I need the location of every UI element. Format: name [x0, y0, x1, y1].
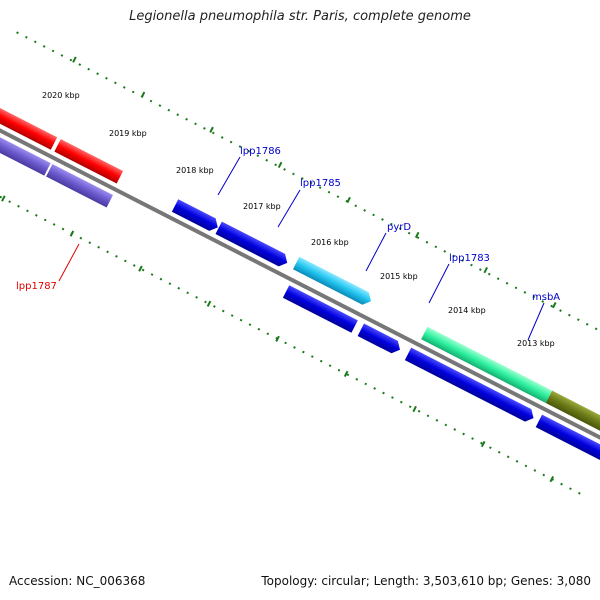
gene-red-cds-1[interactable]	[0, 99, 58, 150]
map-title: Legionella pneumophila str. Paris, compl…	[129, 9, 471, 24]
gene-blue-cds-lower-1[interactable]	[282, 285, 358, 333]
gene-label-lpp1785[interactable]: lpp1785	[300, 178, 341, 189]
gene-purple-cds[interactable]	[0, 122, 51, 176]
gene-label-leaders	[58, 156, 545, 341]
gene-blue-cds-lower-3[interactable]	[535, 414, 600, 468]
gene-label-lpp1787[interactable]: lpp1787	[16, 281, 57, 292]
kbp-label-2018: 2018 kbp	[176, 166, 214, 175]
accession-text: Accession: NC_006368	[9, 574, 146, 588]
gene-label-lpp1786[interactable]: lpp1786	[240, 146, 281, 157]
gene-label-lpp1783[interactable]: lpp1783	[449, 253, 490, 264]
outer-tick-ring	[16, 31, 598, 331]
kbp-label-2016: 2016 kbp	[311, 238, 349, 247]
gene-blue-cds-lower-2[interactable]	[404, 347, 537, 425]
gene-olive-cds[interactable]	[545, 390, 600, 445]
gene-red-cds-2[interactable]	[54, 139, 124, 184]
kbp-label-2015: 2015 kbp	[380, 272, 418, 281]
inner-tick-ring	[0, 195, 581, 495]
kbp-label-2019: 2019 kbp	[109, 129, 147, 138]
gene-purple-cds-2[interactable]	[46, 164, 113, 208]
kbp-label-2014: 2014 kbp	[448, 306, 486, 315]
kbp-label-2017: 2017 kbp	[243, 202, 281, 211]
gene-msbA[interactable]	[421, 326, 553, 404]
gene-lpp1783[interactable]	[357, 323, 404, 357]
gene-pyrD[interactable]	[292, 256, 374, 308]
gene-lpp1785[interactable]	[215, 221, 290, 270]
kbp-label-2013: 2013 kbp	[517, 339, 555, 348]
genome-backbone	[0, 101, 600, 470]
gene-label-msbA[interactable]: msbA	[532, 292, 560, 303]
gene-label-pyrD[interactable]: pyrD	[387, 222, 411, 233]
gene-lpp1786[interactable]	[171, 199, 221, 233]
kbp-label-2020: 2020 kbp	[42, 91, 80, 100]
genome-stats-text: Topology: circular; Length: 3,503,610 bp…	[261, 574, 591, 588]
